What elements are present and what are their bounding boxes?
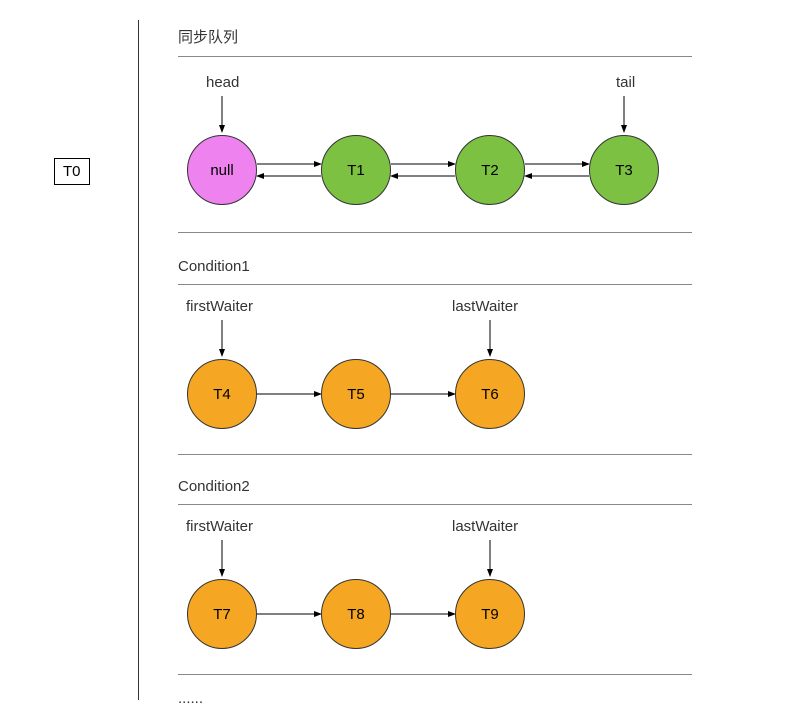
pointer-label: head [206,74,239,91]
diagram-canvas: T0 ...... 同步队列 head tail null T1 T2 T3 Conditio… [0,0,791,710]
section-hline [178,232,692,233]
section-hline [178,284,692,285]
queue-node: T6 [455,359,525,429]
section-title: Condition2 [178,478,250,495]
queue-node: T5 [321,359,391,429]
queue-node: T8 [321,579,391,649]
section-title: 同步队列 [178,26,238,47]
pointer-label: lastWaiter [452,298,518,315]
queue-node: T1 [321,135,391,205]
vertical-divider [138,20,139,700]
queue-node: T2 [455,135,525,205]
queue-node: T7 [187,579,257,649]
pointer-label: firstWaiter [186,518,253,535]
section-hline [178,454,692,455]
ellipsis-label: ...... [178,690,203,707]
arrow-layer [0,0,791,710]
queue-node: T4 [187,359,257,429]
queue-node: T9 [455,579,525,649]
queue-node: null [187,135,257,205]
pointer-label: lastWaiter [452,518,518,535]
queue-node: T3 [589,135,659,205]
section-hline [178,56,692,57]
section-title: Condition1 [178,258,250,275]
section-hline [178,674,692,675]
section-hline [178,504,692,505]
pointer-label: firstWaiter [186,298,253,315]
pointer-label: tail [616,74,635,91]
t0-box: T0 [54,158,90,185]
